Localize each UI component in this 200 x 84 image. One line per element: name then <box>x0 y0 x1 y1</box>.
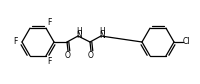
Text: F: F <box>47 18 52 27</box>
Text: F: F <box>47 57 52 66</box>
Text: O: O <box>88 50 94 59</box>
Text: H: H <box>76 26 82 36</box>
Text: Cl: Cl <box>182 37 190 47</box>
Text: F: F <box>13 37 17 47</box>
Text: H: H <box>99 26 105 36</box>
Text: N: N <box>76 32 82 40</box>
Text: O: O <box>65 50 71 59</box>
Text: N: N <box>99 32 105 40</box>
